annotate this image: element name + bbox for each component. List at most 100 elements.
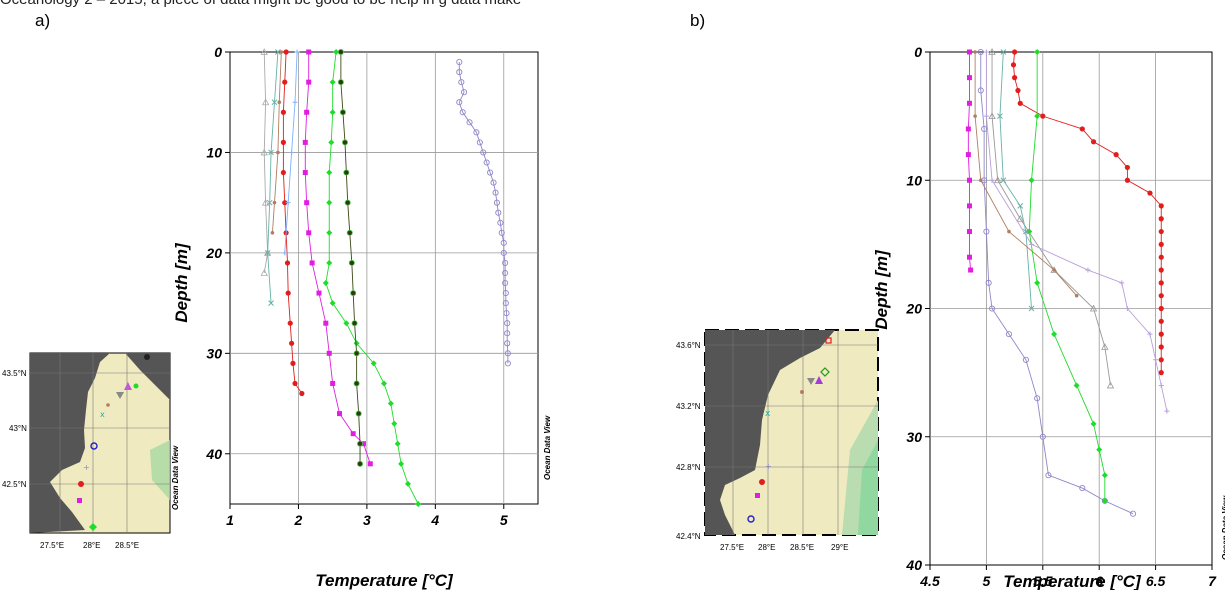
data-point (966, 49, 972, 55)
data-point (1158, 370, 1164, 376)
data-point (966, 203, 972, 209)
inset-map-b: 43.6°N 43.2°N 42.8°N 42.4°N 27.5°E 28°E … (676, 329, 879, 552)
data-point (983, 228, 990, 235)
map-b-station-2 (820, 367, 830, 377)
data-point (339, 109, 346, 116)
data-point (500, 249, 507, 256)
data-point (1034, 395, 1041, 402)
chart-a-series (260, 48, 511, 507)
data-point (348, 259, 355, 266)
y-tick-label: 30 (906, 429, 922, 445)
data-point (1158, 241, 1164, 247)
data-point (326, 229, 333, 236)
data-point (981, 125, 988, 132)
panel-label-b: b) (690, 11, 705, 30)
data-point (302, 170, 308, 176)
data-point (1158, 216, 1164, 222)
data-point (394, 440, 401, 447)
data-point (1106, 381, 1115, 389)
data-point (337, 411, 343, 417)
data-point (404, 480, 411, 487)
data-point (326, 259, 333, 266)
x-tick-label: 6 (1095, 573, 1103, 589)
data-point (360, 441, 366, 447)
map-b-shelf-2 (858, 440, 878, 535)
data-point (966, 254, 972, 260)
series-line-0 (458, 62, 509, 364)
data-point (280, 109, 286, 115)
data-point (1158, 280, 1164, 286)
data-point (1124, 177, 1130, 183)
chart-b: 4.5 5 5.5 6 6.5 7 0 10 20 30 40 Temperature [°C] D… (872, 44, 1225, 590)
series-line-1 (282, 51, 303, 394)
data-point (988, 48, 996, 55)
x-tick-label: 5 (983, 573, 991, 589)
data-point (966, 229, 972, 235)
data-point (1158, 344, 1164, 350)
data-point (1074, 293, 1079, 298)
map-a-station-4 (116, 392, 124, 399)
data-point (304, 109, 310, 115)
data-point (277, 100, 282, 105)
x-tick-label: 5 (500, 512, 508, 528)
data-point (341, 139, 348, 146)
data-point (1022, 356, 1029, 363)
series-line-5 (999, 51, 1032, 309)
data-point (1051, 331, 1058, 338)
data-point (988, 112, 996, 120)
data-point (350, 290, 357, 297)
map-b-lat-1: 43.6°N (676, 341, 701, 350)
chart-a-ylabel: Depth [m] (172, 242, 191, 323)
series-line-4 (991, 52, 1111, 386)
data-point (276, 150, 280, 155)
chart-b-ylabel: Depth [m] (872, 249, 891, 330)
data-point (1017, 203, 1024, 209)
data-point (1158, 267, 1164, 273)
data-point (983, 113, 989, 119)
data-point (966, 177, 972, 183)
data-point (280, 169, 286, 176)
data-point (264, 250, 271, 256)
data-point (306, 79, 312, 85)
data-point (1012, 49, 1018, 55)
y-tick-label: 20 (905, 301, 922, 317)
data-point (503, 310, 510, 317)
map-a-lat-1: 43.5°N (2, 369, 27, 378)
data-point (1073, 382, 1080, 389)
data-point (287, 320, 293, 326)
data-point (968, 267, 974, 273)
data-point (1085, 267, 1091, 273)
map-a-land (30, 353, 110, 533)
data-point (965, 152, 971, 158)
map-a-station-9 (78, 481, 84, 487)
data-point (1158, 305, 1164, 312)
y-tick-label: 0 (914, 44, 922, 60)
data-point (1000, 177, 1007, 184)
x-tick-label: 4 (430, 512, 439, 528)
data-point (1158, 357, 1164, 363)
data-point (1079, 484, 1086, 492)
data-point (1012, 75, 1018, 81)
data-point (367, 461, 373, 467)
map-a-station-5 (106, 403, 110, 407)
data-point (1090, 420, 1097, 427)
data-point (978, 178, 983, 183)
chart-a-odv-label: Ocean Data View (543, 415, 552, 480)
map-a-station-3 (133, 383, 139, 389)
series-line-6 (974, 52, 1077, 296)
map-b-station-4 (815, 376, 823, 384)
data-point (504, 320, 511, 327)
data-point (1040, 113, 1046, 119)
data-point (502, 300, 509, 307)
data-point (343, 169, 350, 176)
data-point (370, 360, 377, 367)
data-point (498, 229, 505, 236)
data-point (329, 79, 336, 86)
data-point (271, 99, 278, 106)
data-point (1153, 357, 1159, 363)
map-a-lon-3: 28.5°E (115, 541, 139, 550)
data-point (502, 279, 509, 287)
chart-b-series (965, 48, 1170, 517)
data-point (292, 99, 298, 105)
map-a-lon-2: 28°E (83, 541, 100, 550)
